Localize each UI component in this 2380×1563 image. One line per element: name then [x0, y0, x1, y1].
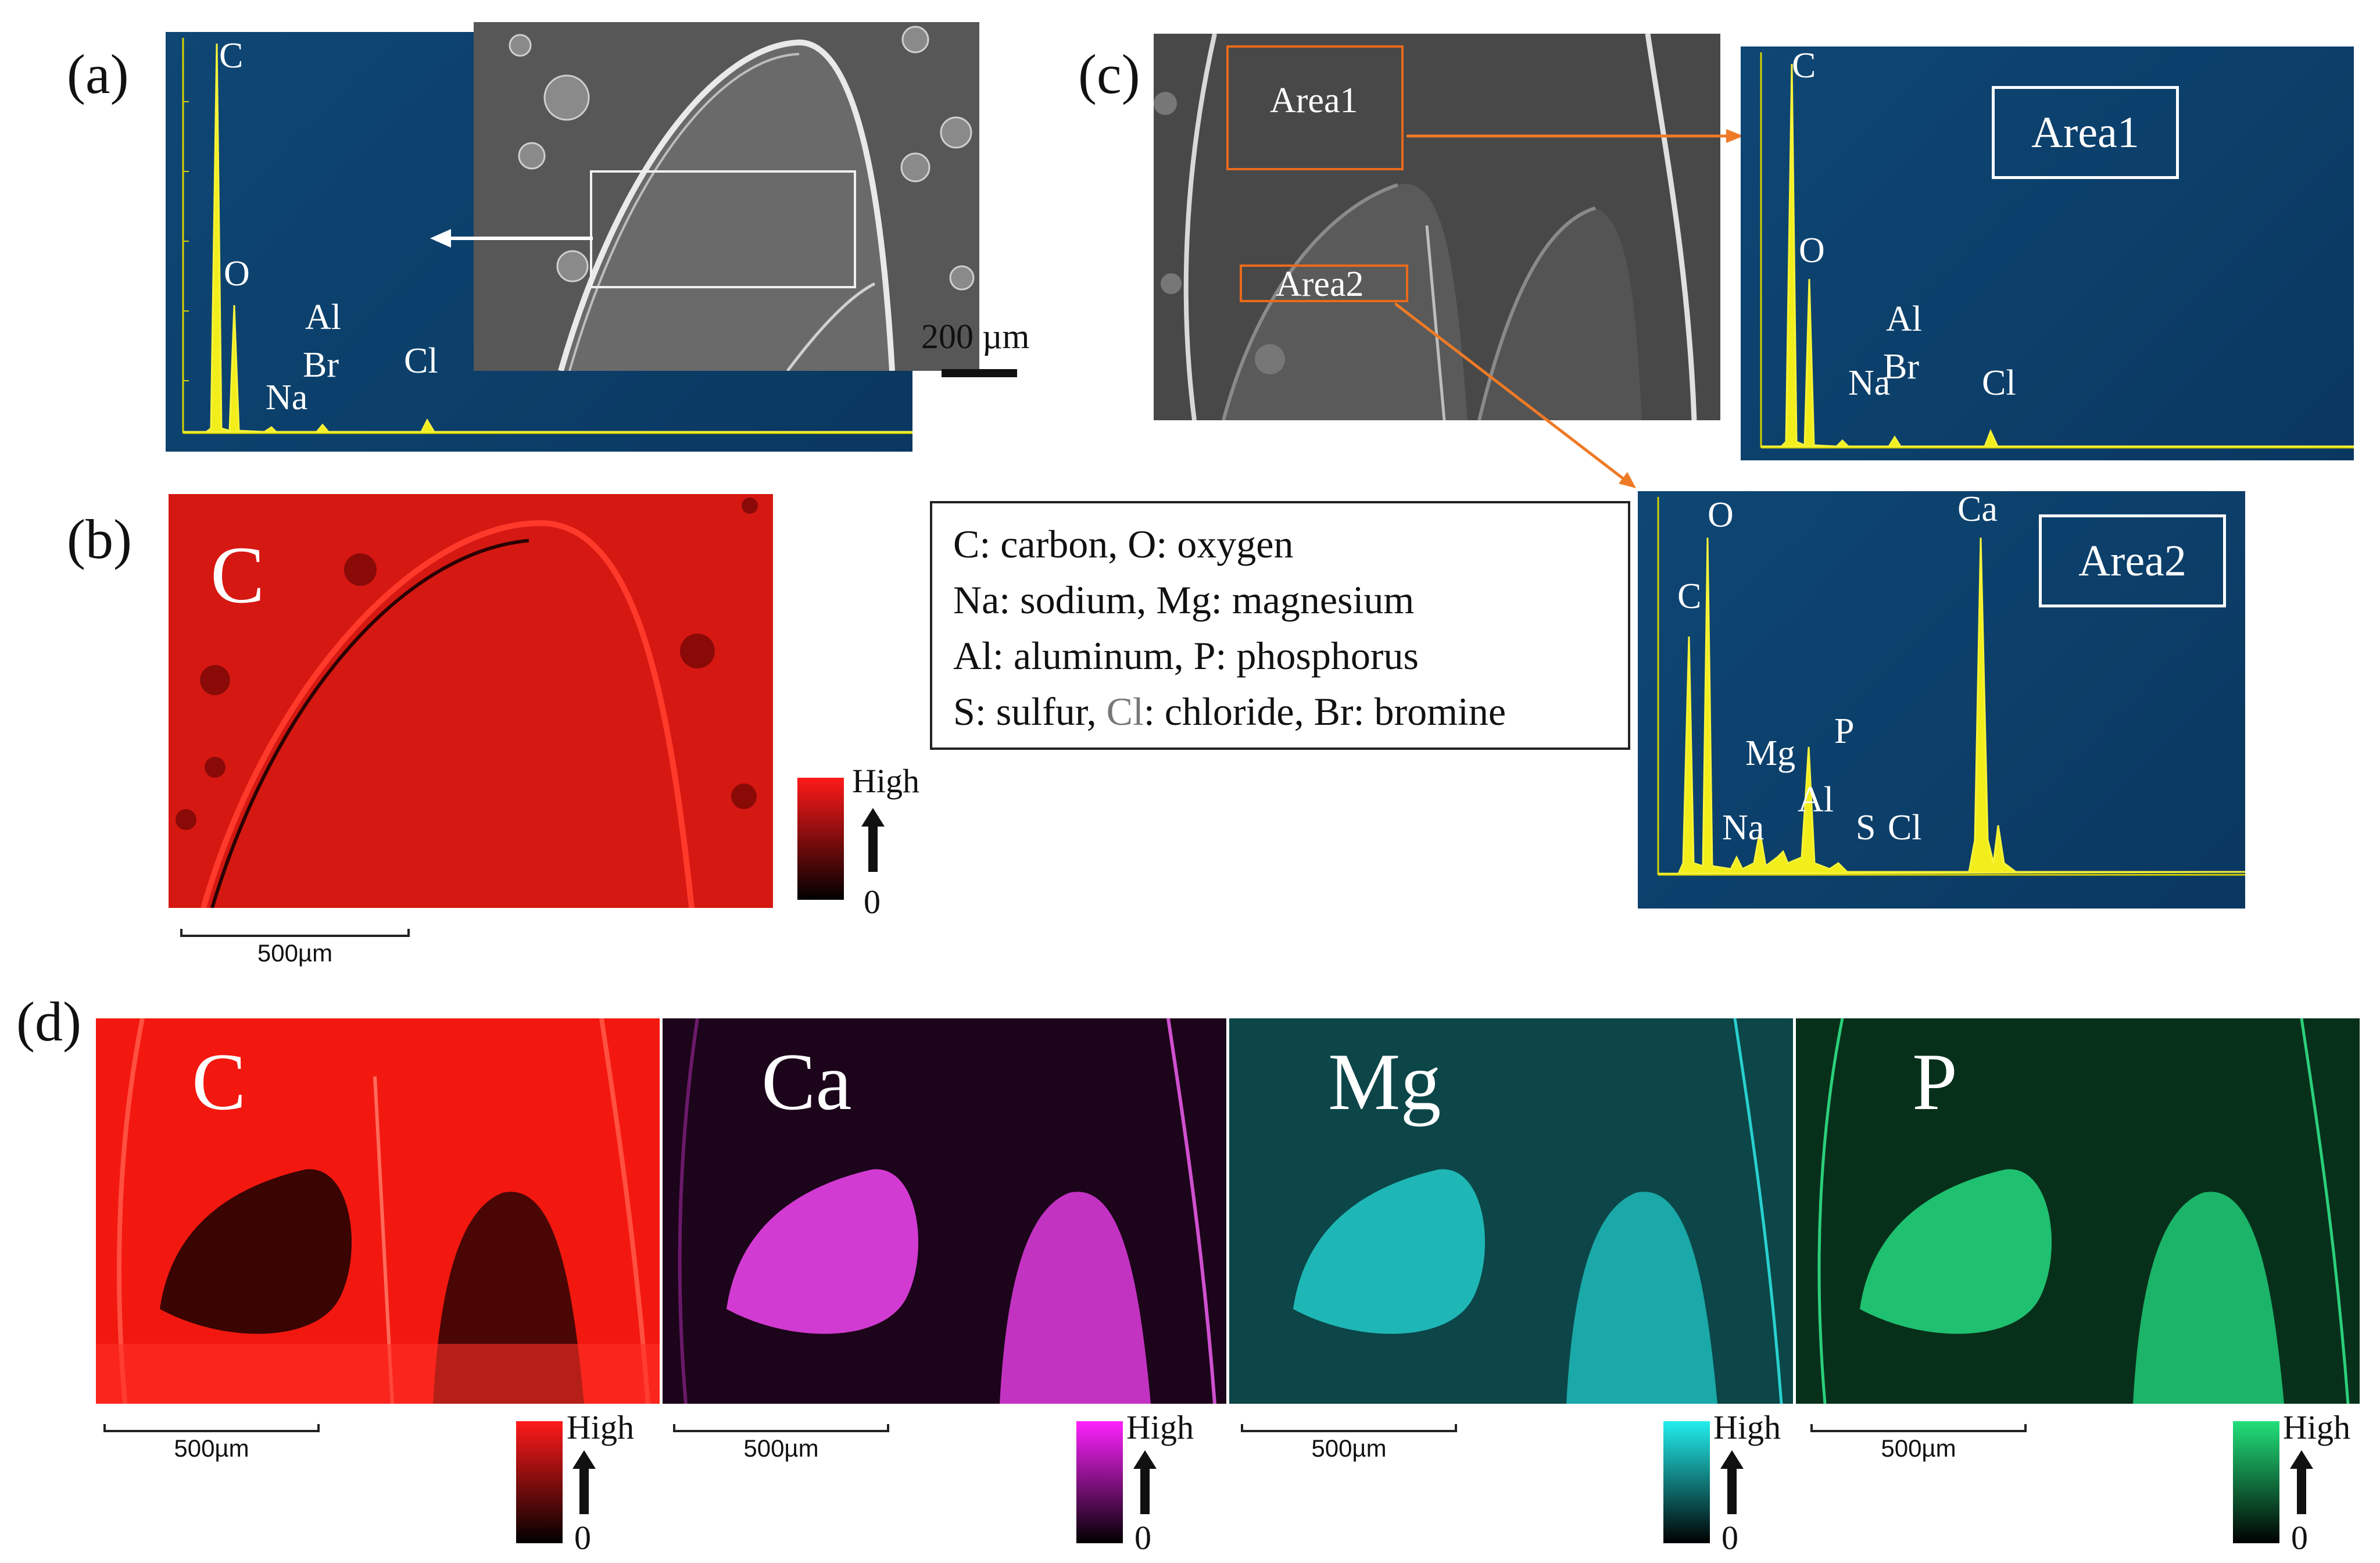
area2-peak-cl: Cl: [1888, 808, 1922, 847]
colorbar-d-1-high: High: [1126, 1408, 1194, 1446]
area2-label: Area2: [1276, 264, 1364, 304]
area2-spectrum-title: Area2: [2039, 514, 2226, 607]
colorbar-d-0: [516, 1421, 563, 1543]
colorbar-d-1-zero: 0: [1134, 1519, 1151, 1557]
scale-d-0: 500µm: [103, 1424, 320, 1471]
area2-peak-p: P: [1834, 711, 1855, 751]
scale-a-label: 200 µm: [921, 317, 1030, 356]
legend-line-2: Na: sodium, Mg: magnesium: [953, 578, 1415, 622]
area2-peak-mg: Mg: [1745, 734, 1796, 773]
panel-a-label: (a): [67, 43, 129, 105]
colorbar-d-2: [1663, 1421, 1710, 1543]
colorbar-b: [797, 778, 844, 900]
arrow-a: [430, 229, 593, 248]
colorbar-d-3-zero: 0: [2291, 1519, 2308, 1557]
spectrum-area2-plot: [1657, 497, 2245, 876]
area2-peak-ca: Ca: [1957, 491, 1998, 529]
panel-d-label: (d): [16, 990, 81, 1053]
map-b-element: C: [210, 530, 265, 620]
map-d-element-2: Mg: [1328, 1037, 1441, 1127]
peak-na-a: Na: [266, 378, 308, 417]
panel-b-label: (b): [67, 508, 132, 570]
colorbar-b-zero: 0: [864, 883, 881, 921]
colorbar-d-0-high: High: [567, 1408, 634, 1446]
colorbar-d-3: [2233, 1421, 2279, 1543]
sem-image-a: [474, 22, 979, 371]
eds-spectrum-area1: C O Al Br Na Cl Area1: [1741, 47, 2354, 460]
scale-d-1: 500µm: [673, 1424, 889, 1471]
peak-o-a: O: [224, 254, 250, 294]
area1-peak-na: Na: [1848, 363, 1891, 403]
peak-cl-a: Cl: [404, 341, 438, 381]
scale-b: 500µm: [180, 929, 410, 975]
legend-line-3: Al: aluminum, P: phosphorus: [953, 634, 1419, 678]
eds-spectrum-area2: C O Ca Mg P Al Na S Cl Area2: [1638, 491, 2245, 909]
area2-peak-o: O: [1708, 495, 1734, 535]
spectrum-area1-plot: [1760, 52, 2354, 449]
scale-a-bar: [942, 369, 1017, 377]
area1-label: Area1: [1270, 81, 1358, 120]
colorbar-d-1-arrow-icon: [1133, 1450, 1157, 1514]
colorbar-d-3-arrow-icon: [2290, 1450, 2313, 1514]
area1-peak-al: Al: [1886, 299, 1922, 339]
scale-b-label: 500µm: [257, 939, 333, 967]
peak-c-a: C: [219, 36, 244, 76]
area1-box: [1226, 45, 1404, 170]
scale-d-2: 500µm: [1241, 1424, 1457, 1471]
map-d-carbon: C: [96, 1018, 660, 1404]
area2-peak-s: S: [1856, 808, 1876, 847]
map-d-element-0: C: [192, 1037, 246, 1127]
spectrum-a-plot: [182, 38, 912, 434]
sem-a-selection-box: [590, 170, 856, 288]
map-d-element-1: Ca: [761, 1037, 852, 1127]
element-legend: C: carbon, O: oxygen Na: sodium, Mg: mag…: [930, 501, 1630, 750]
colorbar-d-3-high: High: [2283, 1408, 2350, 1446]
colorbar-b-high: High: [852, 762, 919, 800]
map-d-element-3: P: [1912, 1037, 1957, 1127]
area2-peak-na: Na: [1722, 808, 1765, 847]
area1-peak-o: O: [1799, 231, 1825, 270]
area-arrows: [1395, 129, 1744, 488]
area2-peak-c: C: [1677, 577, 1702, 616]
map-d-phosphorus: P: [1796, 1018, 2360, 1404]
peak-al-a: Al: [305, 298, 341, 337]
colorbar-d-0-arrow-icon: [572, 1450, 596, 1514]
colorbar-d-0-zero: 0: [574, 1519, 591, 1557]
peak-br-a: Br: [303, 345, 339, 385]
map-d-magnesium: Mg: [1229, 1018, 1793, 1404]
map-d-calcium: Ca: [663, 1018, 1226, 1404]
colorbar-b-arrow-icon: [861, 808, 885, 872]
colorbar-d-2-arrow-icon: [1720, 1450, 1744, 1514]
area1-peak-cl: Cl: [1982, 363, 2016, 403]
sem-image-c: Area1 Area2: [1154, 34, 1720, 420]
colorbar-d-2-zero: 0: [1722, 1519, 1738, 1557]
panel-c-label: (c): [1078, 43, 1140, 105]
legend-line-1: C: carbon, O: oxygen: [953, 522, 1294, 566]
area2-box: [1240, 264, 1408, 302]
scale-d-3: 500µm: [1810, 1424, 2027, 1471]
colorbar-d-2-high: High: [1713, 1408, 1781, 1446]
area1-peak-c: C: [1792, 47, 1816, 85]
map-b-carbon: C: [169, 494, 773, 908]
colorbar-d-1: [1076, 1421, 1123, 1543]
area1-peak-br: Br: [1883, 347, 1919, 387]
legend-line-4: S: sulfur, Cl: chloride, Br: bromine: [953, 689, 1506, 734]
area1-spectrum-title: Area1: [1992, 86, 2179, 179]
area2-peak-al: Al: [1798, 780, 1834, 820]
